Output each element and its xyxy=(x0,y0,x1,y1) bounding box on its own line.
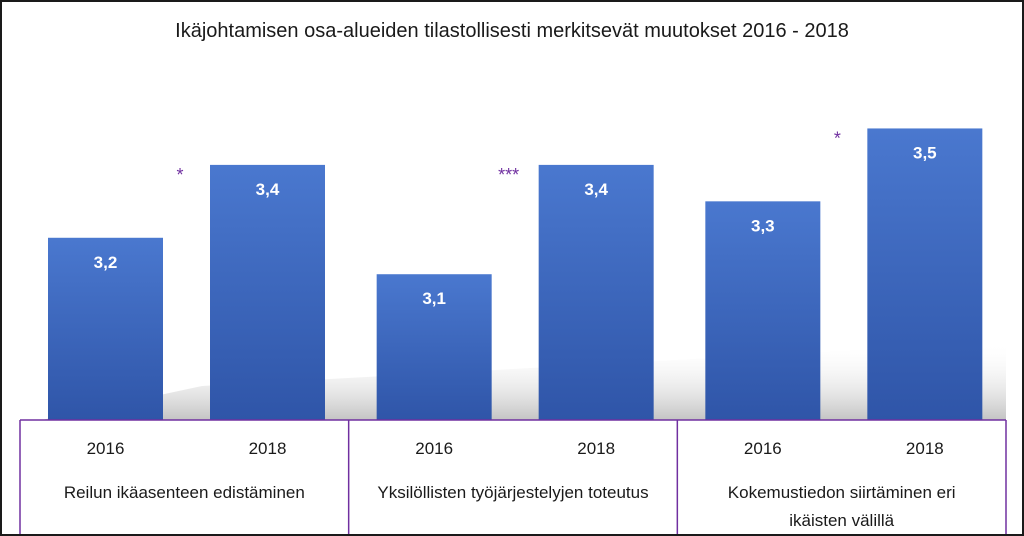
tick-label-3-2018: 2018 xyxy=(906,439,944,458)
data-label-2-2016: 3,1 xyxy=(422,289,446,308)
bar-3-2016 xyxy=(705,201,821,420)
bar-3-2018 xyxy=(867,128,983,420)
group-label-3-line-2: ikäisten välillä xyxy=(789,511,894,530)
floor-shadow xyxy=(42,342,1006,420)
significance-marker-1: * xyxy=(176,165,183,185)
bar-1-2016 xyxy=(48,237,163,420)
group-label-3: Kokemustiedon siirtäminen eri xyxy=(728,483,956,502)
tick-label-1-2016: 2016 xyxy=(87,439,125,458)
bar-1-2018 xyxy=(210,164,325,420)
chart-title: Ikäjohtamisen osa-alueiden tilastollises… xyxy=(175,20,849,42)
data-label-3-2018: 3,5 xyxy=(913,143,937,162)
data-label-2-2018: 3,4 xyxy=(584,180,608,199)
significance-marker-2: *** xyxy=(498,165,519,185)
data-label-1-2018: 3,4 xyxy=(256,180,280,199)
tick-label-2-2018: 2018 xyxy=(577,439,615,458)
data-label-1-2016: 3,2 xyxy=(94,253,118,272)
tick-label-2-2016: 2016 xyxy=(415,439,453,458)
bar-2-2016 xyxy=(376,274,492,420)
tick-label-3-2016: 2016 xyxy=(744,439,782,458)
group-label-1: Reilun ikäasenteen edistäminen xyxy=(64,483,305,502)
data-label-3-2016: 3,3 xyxy=(751,216,775,235)
tick-label-1-2018: 2018 xyxy=(249,439,287,458)
group-label-2: Yksilöllisten työjärjestelyjen toteutus xyxy=(377,483,648,502)
bar-2-2018 xyxy=(538,164,654,420)
significance-marker-3: * xyxy=(834,128,841,148)
